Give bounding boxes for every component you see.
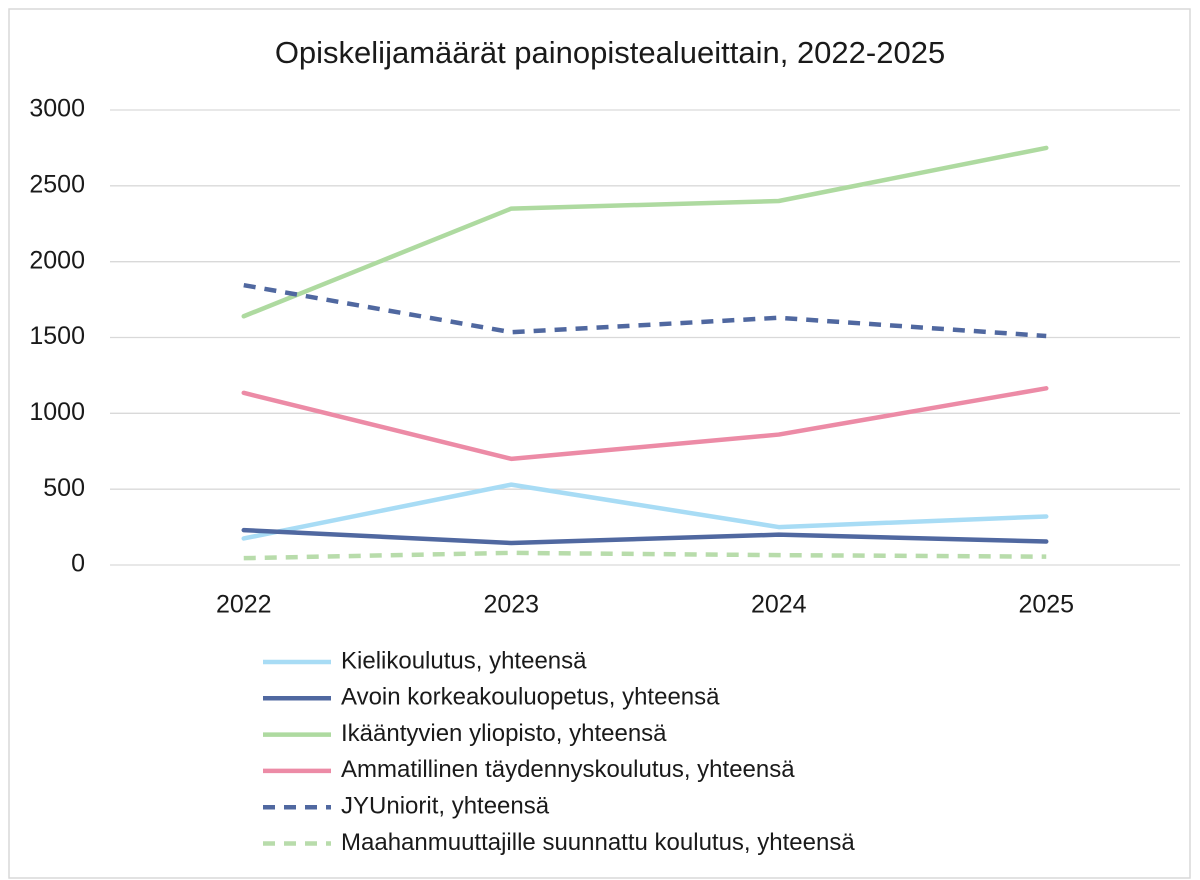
legend-label: Ikääntyvien yliopisto, yhteensä	[341, 720, 667, 747]
y-tick-label: 1500	[29, 322, 85, 350]
y-tick-label: 1000	[29, 398, 85, 426]
chart-title: Opiskelijamäärät painopistealueittain, 2…	[275, 35, 945, 70]
legend-label: Avoin korkeakouluopetus, yhteensä	[341, 684, 720, 711]
x-tick-label: 2024	[751, 591, 807, 619]
series-line	[243, 550, 1047, 561]
legend-label: Ammatillinen täydennyskoulutus, yhteensä	[341, 756, 795, 783]
x-tick-label: 2022	[216, 591, 272, 619]
legend-label: Maahanmuuttajille suunnattu koulutus, yh…	[341, 829, 855, 856]
chart-frame	[8, 8, 1191, 879]
y-tick-label: 2500	[29, 170, 85, 198]
y-tick-label: 3000	[29, 95, 85, 123]
series-line	[241, 482, 1049, 541]
x-tick-label: 2025	[1018, 591, 1074, 619]
x-tick-label: 2023	[483, 591, 539, 619]
series-line	[241, 386, 1049, 462]
legend-label: JYUniorit, yhteensä	[341, 793, 550, 820]
y-tick-label: 0	[71, 550, 85, 578]
series-line	[241, 145, 1049, 319]
legend-label: Kielikoulutus, yhteensä	[341, 647, 587, 674]
y-tick-label: 2000	[29, 246, 85, 274]
series-line	[241, 527, 1049, 546]
y-tick-label: 500	[43, 474, 85, 502]
series-line	[243, 282, 1047, 339]
